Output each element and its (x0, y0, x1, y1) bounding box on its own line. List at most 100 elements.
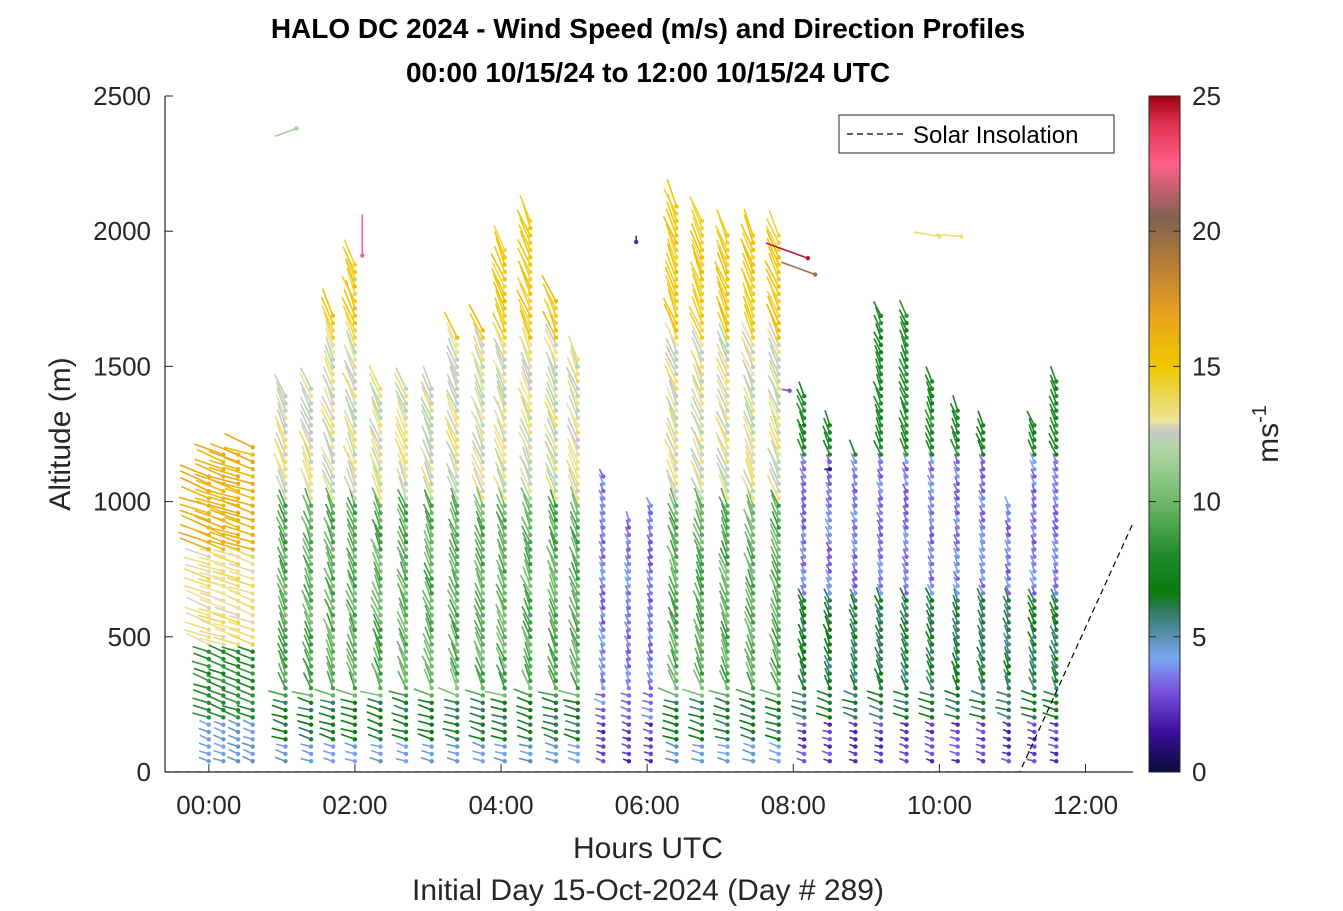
wind-vector-point (1006, 561, 1011, 567)
wind-vector-point (235, 561, 241, 567)
wind-vector-point (827, 671, 832, 676)
wind-vector-shaft (342, 445, 356, 470)
wind-vector-shaft (691, 244, 703, 273)
wind-vector-point (378, 467, 383, 472)
wind-vector-point (750, 401, 756, 406)
wind-vector-point (480, 700, 485, 705)
wind-vector-point (403, 430, 409, 435)
wind-vector-shaft (326, 633, 334, 652)
wind-vector-shaft (179, 470, 210, 485)
wind-vector-point (553, 583, 559, 589)
wind-vector-point (601, 525, 606, 530)
wind-vector-shaft (692, 217, 703, 244)
wind-vector-shaft (720, 524, 729, 543)
wind-vector-shaft (397, 539, 407, 558)
wind-vector-shaft (769, 518, 780, 536)
wind-vector-shaft (873, 338, 882, 353)
wind-vector-shaft (743, 610, 754, 631)
wind-vector-point (235, 737, 241, 742)
wind-vector-point (929, 751, 935, 757)
wind-vector-point (904, 751, 909, 757)
wind-vector-shaft (523, 631, 532, 652)
wind-vector-point (352, 598, 358, 603)
wind-vector-point (308, 591, 314, 596)
wind-vector-point (528, 386, 533, 391)
wind-vector-point (283, 525, 288, 530)
wind-vector-shaft (544, 440, 557, 463)
wind-vector-point (1054, 481, 1059, 486)
wind-vector-shaft (692, 669, 703, 689)
wind-vector-point (674, 342, 679, 348)
wind-vector-point (429, 386, 434, 391)
wind-vector-point (455, 598, 460, 603)
wind-vector-point (352, 430, 358, 435)
wind-vector-point (776, 284, 781, 289)
wind-vector-shaft (194, 458, 224, 470)
wind-vector-point (674, 510, 679, 516)
wind-vector-point (904, 488, 909, 494)
wind-vector-point (929, 613, 935, 618)
wind-vector-point (648, 664, 653, 669)
wind-vector-shaft (373, 567, 382, 587)
wind-vector-point (802, 547, 807, 552)
wind-vector-shaft (371, 473, 382, 499)
wind-vector-point (674, 277, 679, 282)
wind-vector-shaft (474, 386, 484, 411)
wind-vector-point (308, 547, 314, 552)
wind-vector-shaft (823, 674, 831, 689)
wind-vector-point (352, 320, 358, 326)
wind-vector-point (283, 452, 288, 457)
wind-vector-point (674, 561, 679, 567)
wind-vector-shaft (224, 466, 253, 478)
wind-vector-point (455, 583, 460, 589)
wind-vector-shaft (519, 380, 532, 404)
wind-vector-shaft (450, 624, 458, 645)
wind-vector-point (725, 751, 730, 757)
wind-vector-shaft (323, 356, 334, 382)
wind-vector-point (725, 649, 730, 654)
wind-vector-shaft (549, 532, 557, 550)
wind-vector-point (878, 751, 884, 757)
wind-vector-shaft (849, 593, 857, 609)
wind-vector-point (308, 634, 314, 640)
wind-vector-point (776, 452, 781, 457)
wind-vector-point (308, 415, 314, 421)
wind-vector-point (776, 634, 781, 640)
wind-vector-point (904, 664, 909, 669)
wind-vector-point (429, 693, 434, 698)
wind-vector-shaft (345, 423, 356, 448)
wind-vector-shaft (874, 431, 882, 448)
wind-vector-shaft (302, 532, 312, 550)
wind-vector-point (699, 320, 705, 326)
wind-vector-shaft (518, 224, 532, 251)
wind-vector-shaft (228, 595, 254, 609)
wind-vector-point (553, 591, 559, 596)
wind-vector-point (776, 686, 781, 691)
wind-vector-point (429, 620, 434, 625)
wind-vector-point (674, 255, 679, 260)
wind-vector-shaft (796, 438, 805, 455)
wind-vector-point (250, 540, 255, 545)
wind-vector-shaft (696, 546, 703, 565)
wind-vector-shaft (571, 493, 579, 514)
wind-vector-shaft (495, 646, 506, 667)
wind-vector-shaft (952, 594, 959, 609)
wind-vector-shaft (198, 547, 224, 558)
wind-vector-shaft (299, 403, 312, 426)
wind-vector-shaft (473, 619, 484, 638)
wind-vector-point (553, 445, 559, 450)
wind-vector-point (403, 496, 409, 501)
wind-vector-shaft (541, 274, 557, 302)
wind-vector-shaft (765, 217, 780, 244)
wind-vector-point (929, 423, 935, 428)
wind-vector-shaft (544, 401, 557, 426)
wind-vector-shaft (950, 660, 959, 674)
wind-vector-shaft (548, 573, 557, 594)
wind-vector-point (674, 350, 679, 355)
wind-vector-shaft (495, 289, 506, 317)
wind-vector-shaft (714, 697, 728, 704)
wind-vector-point (955, 423, 960, 428)
wind-vector-shaft (691, 202, 703, 229)
wind-vector-point (626, 686, 632, 691)
wind-vector-point (878, 664, 884, 669)
